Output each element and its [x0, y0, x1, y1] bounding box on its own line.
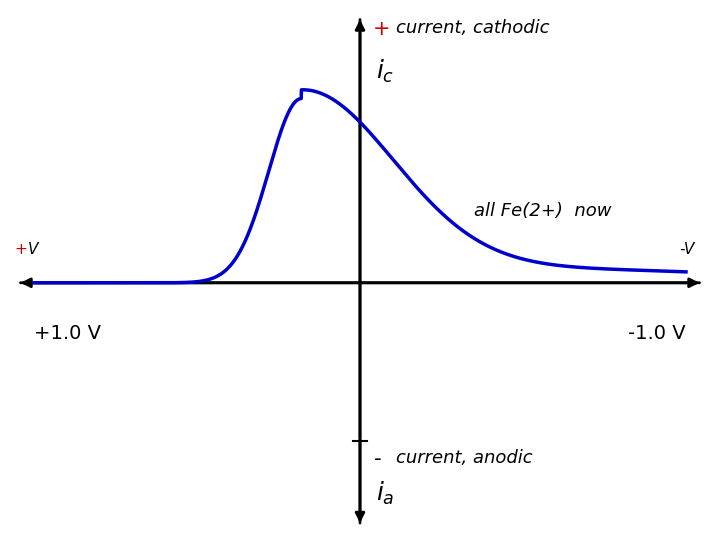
Text: current, cathodic: current, cathodic — [396, 19, 549, 37]
Text: V: V — [27, 242, 38, 257]
Text: +: + — [14, 242, 27, 257]
Text: $i_c$: $i_c$ — [377, 58, 395, 85]
Text: +1.0 V: +1.0 V — [34, 323, 101, 343]
Text: +: + — [373, 19, 390, 39]
Text: $i_a$: $i_a$ — [377, 480, 395, 507]
Text: -: - — [373, 449, 381, 469]
Text: all Fe(2+)  now: all Fe(2+) now — [474, 202, 611, 220]
Text: -1.0 V: -1.0 V — [629, 323, 686, 343]
Text: current, anodic: current, anodic — [396, 449, 533, 467]
Text: -V: -V — [680, 242, 695, 257]
